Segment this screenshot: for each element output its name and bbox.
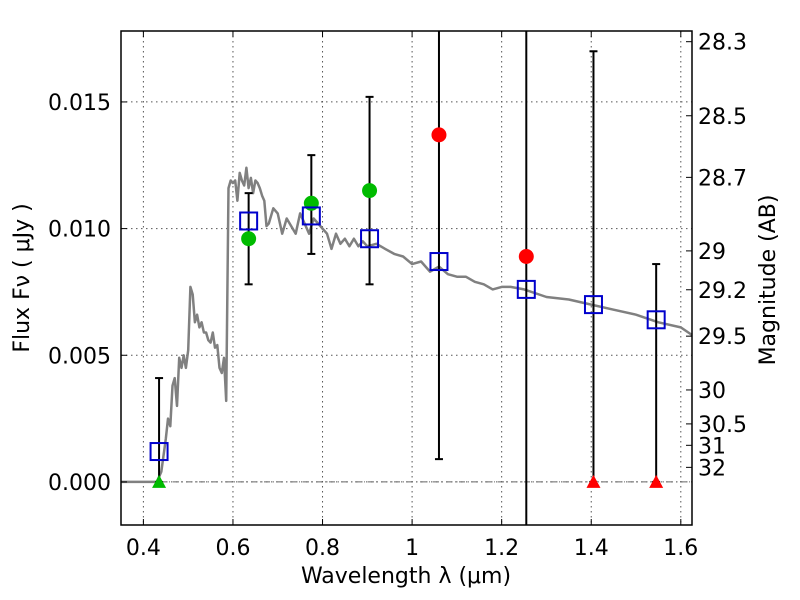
model-band-square <box>583 295 603 315</box>
mag-tick-label: 30.5 <box>698 413 747 438</box>
mag-tick-label: 32 <box>698 456 726 481</box>
uncertain-point <box>431 127 447 143</box>
model-band-square <box>239 211 259 231</box>
y-tick-label: 0.015 <box>48 91 111 116</box>
model-band-square <box>516 279 536 299</box>
mag-tick-label: 29.5 <box>698 325 747 350</box>
model-band-square <box>301 206 321 226</box>
detection-point <box>241 231 257 247</box>
y-axis-right-label: Magnitude (AB) <box>756 195 781 366</box>
x-tick-label: 0.6 <box>215 536 250 561</box>
detection-point <box>303 195 319 211</box>
x-tick-label: 1.2 <box>484 536 519 561</box>
tick-layer: 0.4 0.6 0.8 1 1.2 1.4 1.6 0.000 0.005 0.010 0.015 2… <box>48 31 747 561</box>
model-band-square <box>429 252 449 272</box>
mag-tick-label: 30 <box>698 379 726 404</box>
y-tick-label: 0.010 <box>48 218 111 243</box>
plot-layer <box>121 31 693 525</box>
detection-point <box>362 183 378 199</box>
upper-limit-triangle <box>152 474 167 488</box>
mag-tick-label: 29 <box>698 240 726 265</box>
upper-limit-triangle <box>649 474 664 488</box>
mag-tick-label: 28.7 <box>698 166 747 191</box>
model-band-square <box>646 310 666 330</box>
model-band-square <box>149 442 169 462</box>
mag-tick-label: 29.2 <box>698 279 747 304</box>
uncertain-point <box>518 248 534 264</box>
x-axis-label: Wavelength λ (μm) <box>301 564 511 589</box>
model-spectrum-line <box>121 166 693 484</box>
mag-tick-label: 31 <box>698 434 726 459</box>
y-tick-label: 0.000 <box>48 471 111 496</box>
x-tick-label: 1 <box>405 536 419 561</box>
grid-layer <box>121 31 692 525</box>
y-axis-label: Flux Fν ( μJy ) <box>10 203 35 352</box>
x-tick-label: 0.4 <box>126 536 161 561</box>
x-tick-label: 1.4 <box>574 536 609 561</box>
mag-tick-label: 28.5 <box>698 105 747 130</box>
x-tick-label: 1.6 <box>663 536 698 561</box>
mag-tick-label: 28.3 <box>698 31 747 56</box>
y-tick-label: 0.005 <box>48 344 111 369</box>
upper-limit-triangle <box>586 474 601 488</box>
x-tick-label: 0.8 <box>305 536 340 561</box>
model-band-square <box>360 229 380 249</box>
plot-frame <box>120 30 693 526</box>
